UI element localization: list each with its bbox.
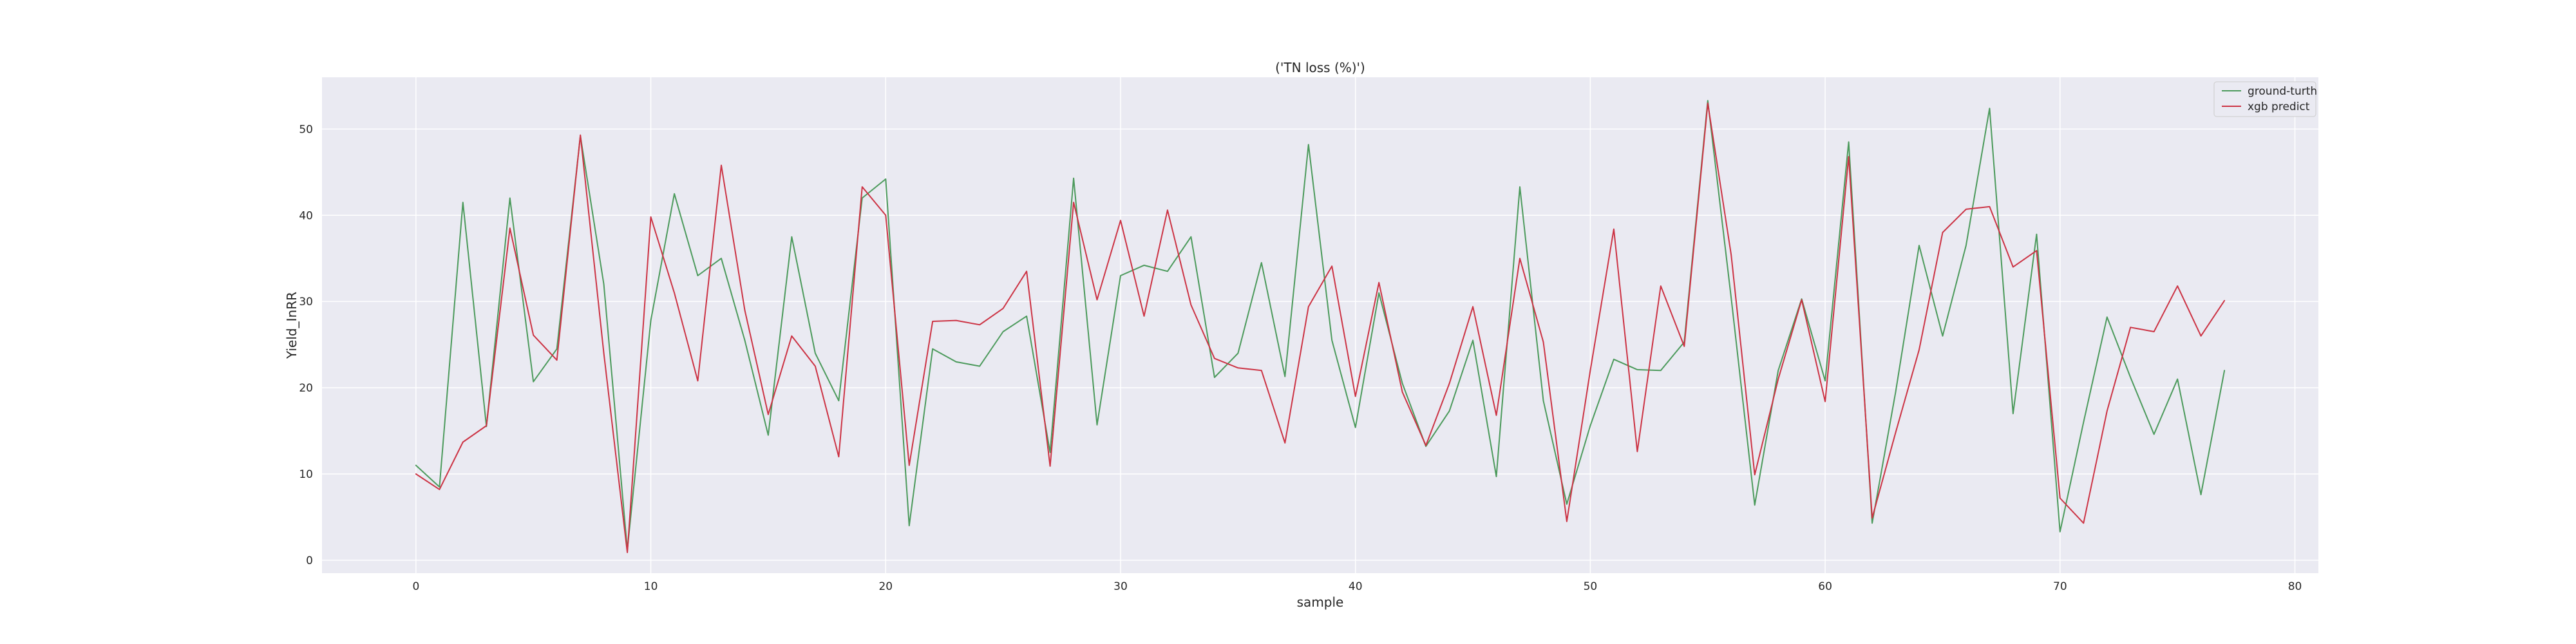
series-points-xgb-predict [415,103,2225,553]
y-axis-label: Yield_InRR [284,292,299,359]
plot-area-background [322,77,2318,573]
series-line-ground-turth [415,100,2226,551]
x-tick-label: 50 [1584,580,1598,593]
y-tick-label: 50 [299,123,313,136]
y-tick-label: 0 [306,554,313,567]
x-axis-ticks: 0 10 20 30 40 50 60 70 80 [412,580,2302,593]
series-points-ground-turth [415,100,2225,550]
x-tick-label: 10 [644,580,658,593]
x-tick-label: 60 [1818,580,1832,593]
x-tick-label: 20 [878,580,893,593]
x-tick-label: 0 [412,580,419,593]
y-tick-label: 20 [299,382,313,395]
y-tick-label: 40 [299,209,313,222]
y-tick-label: 30 [299,296,313,308]
series-layer [415,100,2226,553]
x-tick-label: 70 [2053,580,2067,593]
chart-title: ('TN loss (%)') [1275,60,1365,75]
legend-label-ground-turth: ground-turth [2248,85,2317,98]
x-tick-label: 30 [1113,580,1128,593]
y-tick-label: 10 [299,468,313,481]
y-axis-ticks: 0 10 20 30 40 50 [299,123,313,567]
legend: ground-turth xgb predict [2213,81,2317,117]
x-tick-label: 40 [1349,580,1363,593]
legend-label-xgb-predict: xgb predict [2248,100,2310,113]
x-tick-label: 80 [2288,580,2302,593]
x-axis-label: sample [1297,594,1344,610]
series-line-xgb-predict [415,102,2226,553]
